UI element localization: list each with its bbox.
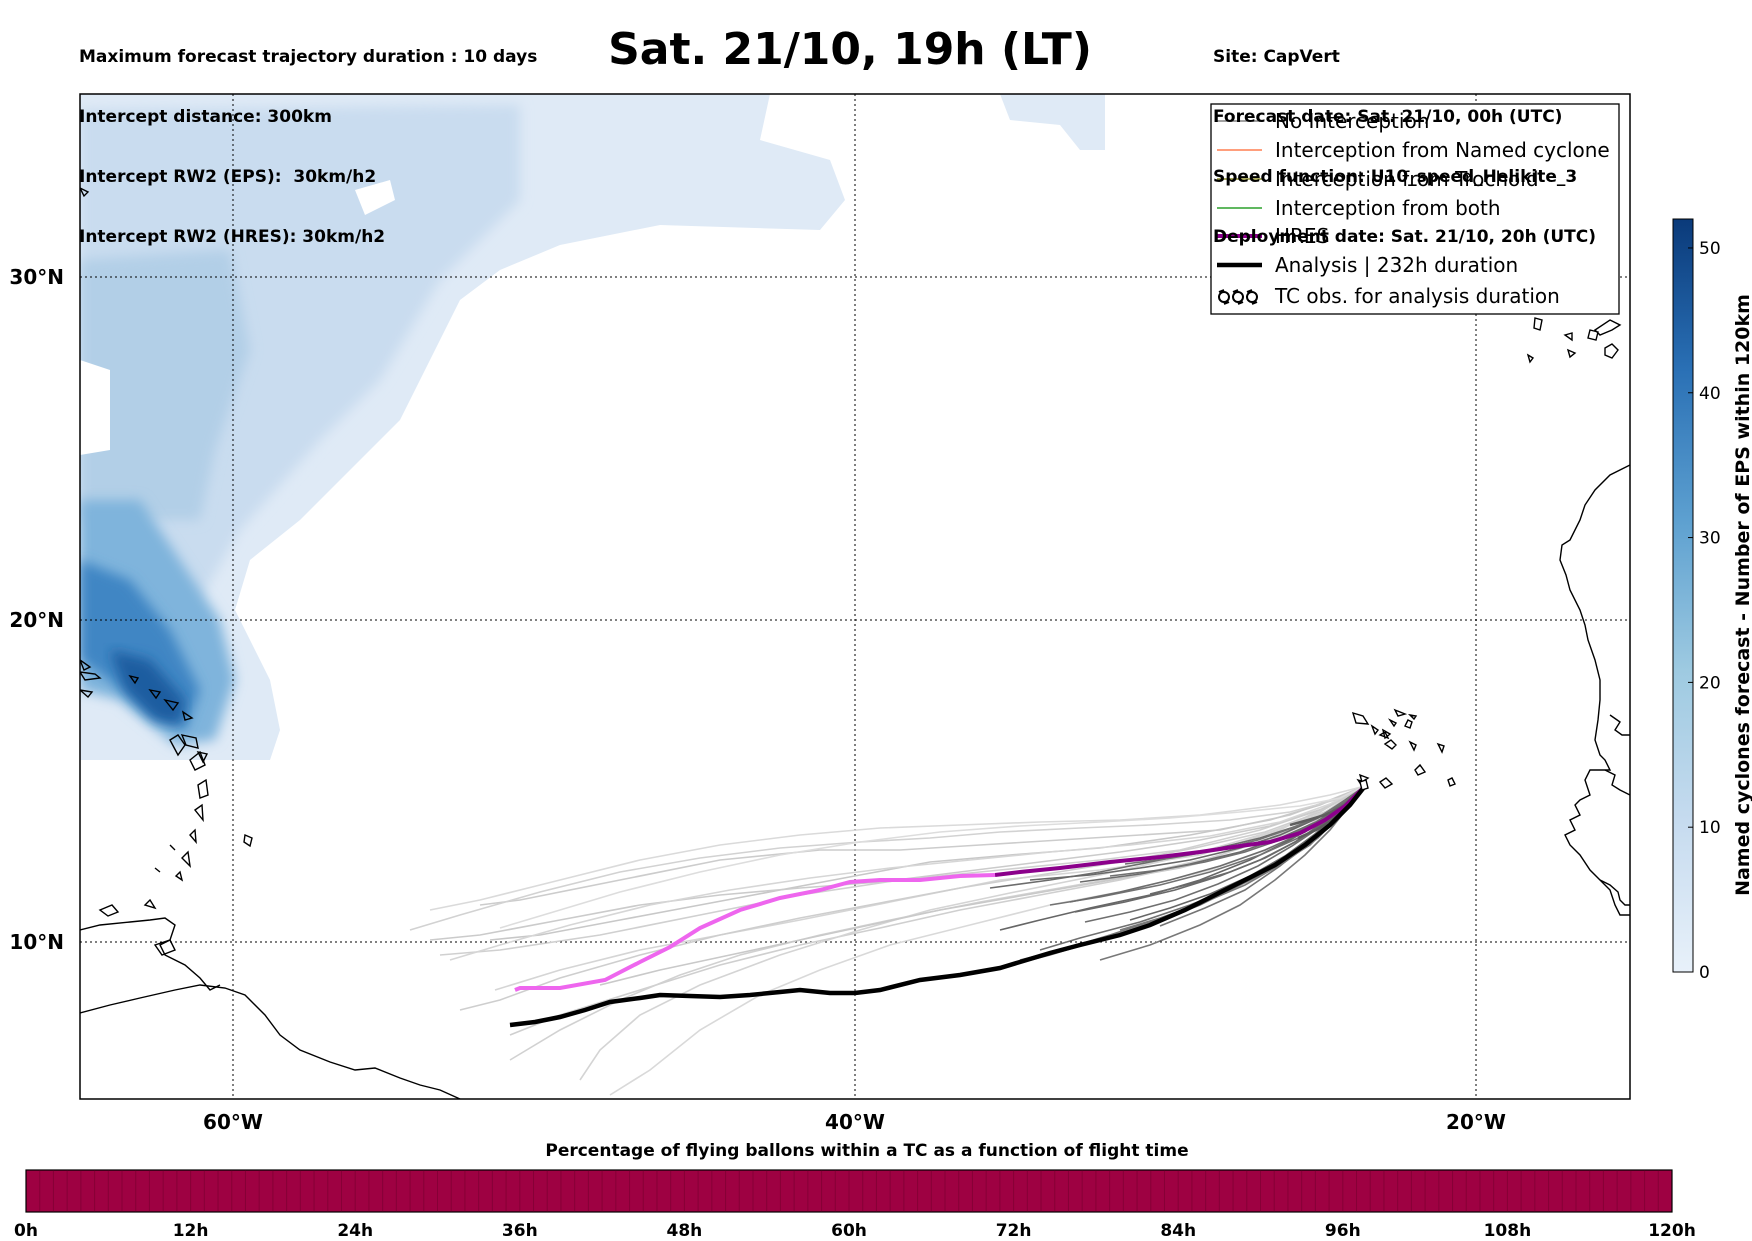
legend-label-tc-obs: TC obs. for analysis duration [1274,284,1560,308]
flight-time-tick-label: 72h [996,1221,1032,1241]
lat-tick-20: 20°N [9,608,64,632]
legend-label-both: Interception from both [1275,196,1501,220]
coastlines [80,187,1630,1099]
speed-function: Speed function: U10_speed_Helikite_3 [1213,167,1578,187]
africa-coast-detail [1599,714,1630,906]
cape-verde-islands [1351,708,1456,789]
param-intercept-eps: Intercept RW2 (EPS): 30km/h2 [79,167,377,187]
param-intercept-hres: Intercept RW2 (HRES): 30km/h2 [79,227,386,247]
canary-islands [1526,317,1622,364]
flight-time-bar: Percentage of flying ballons within a TC… [14,1141,1696,1241]
west-africa-coast [1559,464,1630,916]
page-title: Sat. 21/10, 19h (LT) [608,24,1092,75]
map-frame [79,93,1631,1100]
hres-trajectory-early [994,784,1367,877]
legend-label-hres: HRES [1275,224,1329,248]
puerto-rico [80,187,92,671]
flight-time-tick-label: 36h [502,1221,538,1241]
leeward-islands [80,671,209,764]
flight-time-tick-label: 12h [173,1221,209,1241]
forecast-parameters: Maximum forecast trajectory duration : 1… [79,7,537,267]
ensemble-trajectories [409,785,1366,1096]
lon-tick-40w: 40°W [825,1110,885,1134]
legend-label-trochoid: Interception from Trochoid [1275,167,1539,191]
legend-label-analysis: Analysis | 232h duration [1275,253,1518,277]
flight-time-tick-label: 0h [14,1221,38,1241]
legend-label-no-interception: No Interception [1275,109,1429,133]
colorbar-tick-label: 10 [1699,818,1721,838]
flight-time-tick-label: 60h [831,1221,867,1241]
colorbar-tick-label: 30 [1699,529,1721,549]
lon-tick-20w: 20°W [1446,1110,1506,1134]
site-info: Site: CapVert Forecast date: Sat. 21/10,… [1213,7,1596,267]
colorbar-label: Named cyclones forecast - Number of EPS … [1732,294,1752,896]
legend: No Interception Interception from Named … [1210,103,1620,315]
lon-tick-60w: 60°W [203,1110,263,1134]
legend-label-named-cyclone: Interception from Named cyclone [1275,138,1610,162]
colorbar-tick-label: 40 [1699,384,1721,404]
site-name: Site: CapVert [1213,47,1340,67]
flight-time-bar-fill [25,1169,1673,1213]
launch-site-marker [1359,779,1369,791]
colorbar-tick-label: 20 [1699,673,1721,693]
flight-time-tick-label: 108h [1484,1221,1532,1241]
flight-time-tick-label: 96h [1325,1221,1361,1241]
colorbar-tick-label: 0 [1699,963,1710,983]
venezuela-coast [80,917,221,991]
flight-time-bar-title: Percentage of flying ballons within a TC… [545,1141,1188,1161]
trajectory-overlay [509,779,1369,1028]
colorbar-tick-label: 50 [1699,239,1721,259]
param-max-duration: Maximum forecast trajectory duration : 1… [79,47,538,67]
eps-density-field [80,94,1105,760]
lesser-antilles [169,734,253,882]
flight-time-tick-label: 24h [337,1221,373,1241]
colorbar: 0 10 20 30 40 50 Named cyclones forecast - Nu… [1672,218,1752,983]
forecast-date: Forecast date: Sat. 21/10, 00h (UTC) [1213,107,1563,127]
flight-time-tick-label: 48h [667,1221,703,1241]
caribbean-islands-north [98,844,176,917]
colorbar-gradient [1672,218,1694,973]
lat-tick-30: 30°N [9,265,64,289]
flight-time-tick-label: 120h [1648,1221,1696,1241]
flight-time-tick-label: 84h [1160,1221,1196,1241]
colorbar-ticks: 0 10 20 30 40 50 [1688,239,1721,983]
lat-tick-10: 10°N [9,930,64,954]
analysis-trajectory [509,784,1367,1028]
south-america-coast [80,984,461,1099]
deployment-date: Deployment date: Sat. 21/10, 20h (UTC) [1213,227,1597,247]
param-intercept-distance: Intercept distance: 300km [79,107,332,127]
trinidad-island [153,939,176,956]
hres-trajectory-late [514,873,996,992]
tc-symbol-icon [1218,289,1258,305]
